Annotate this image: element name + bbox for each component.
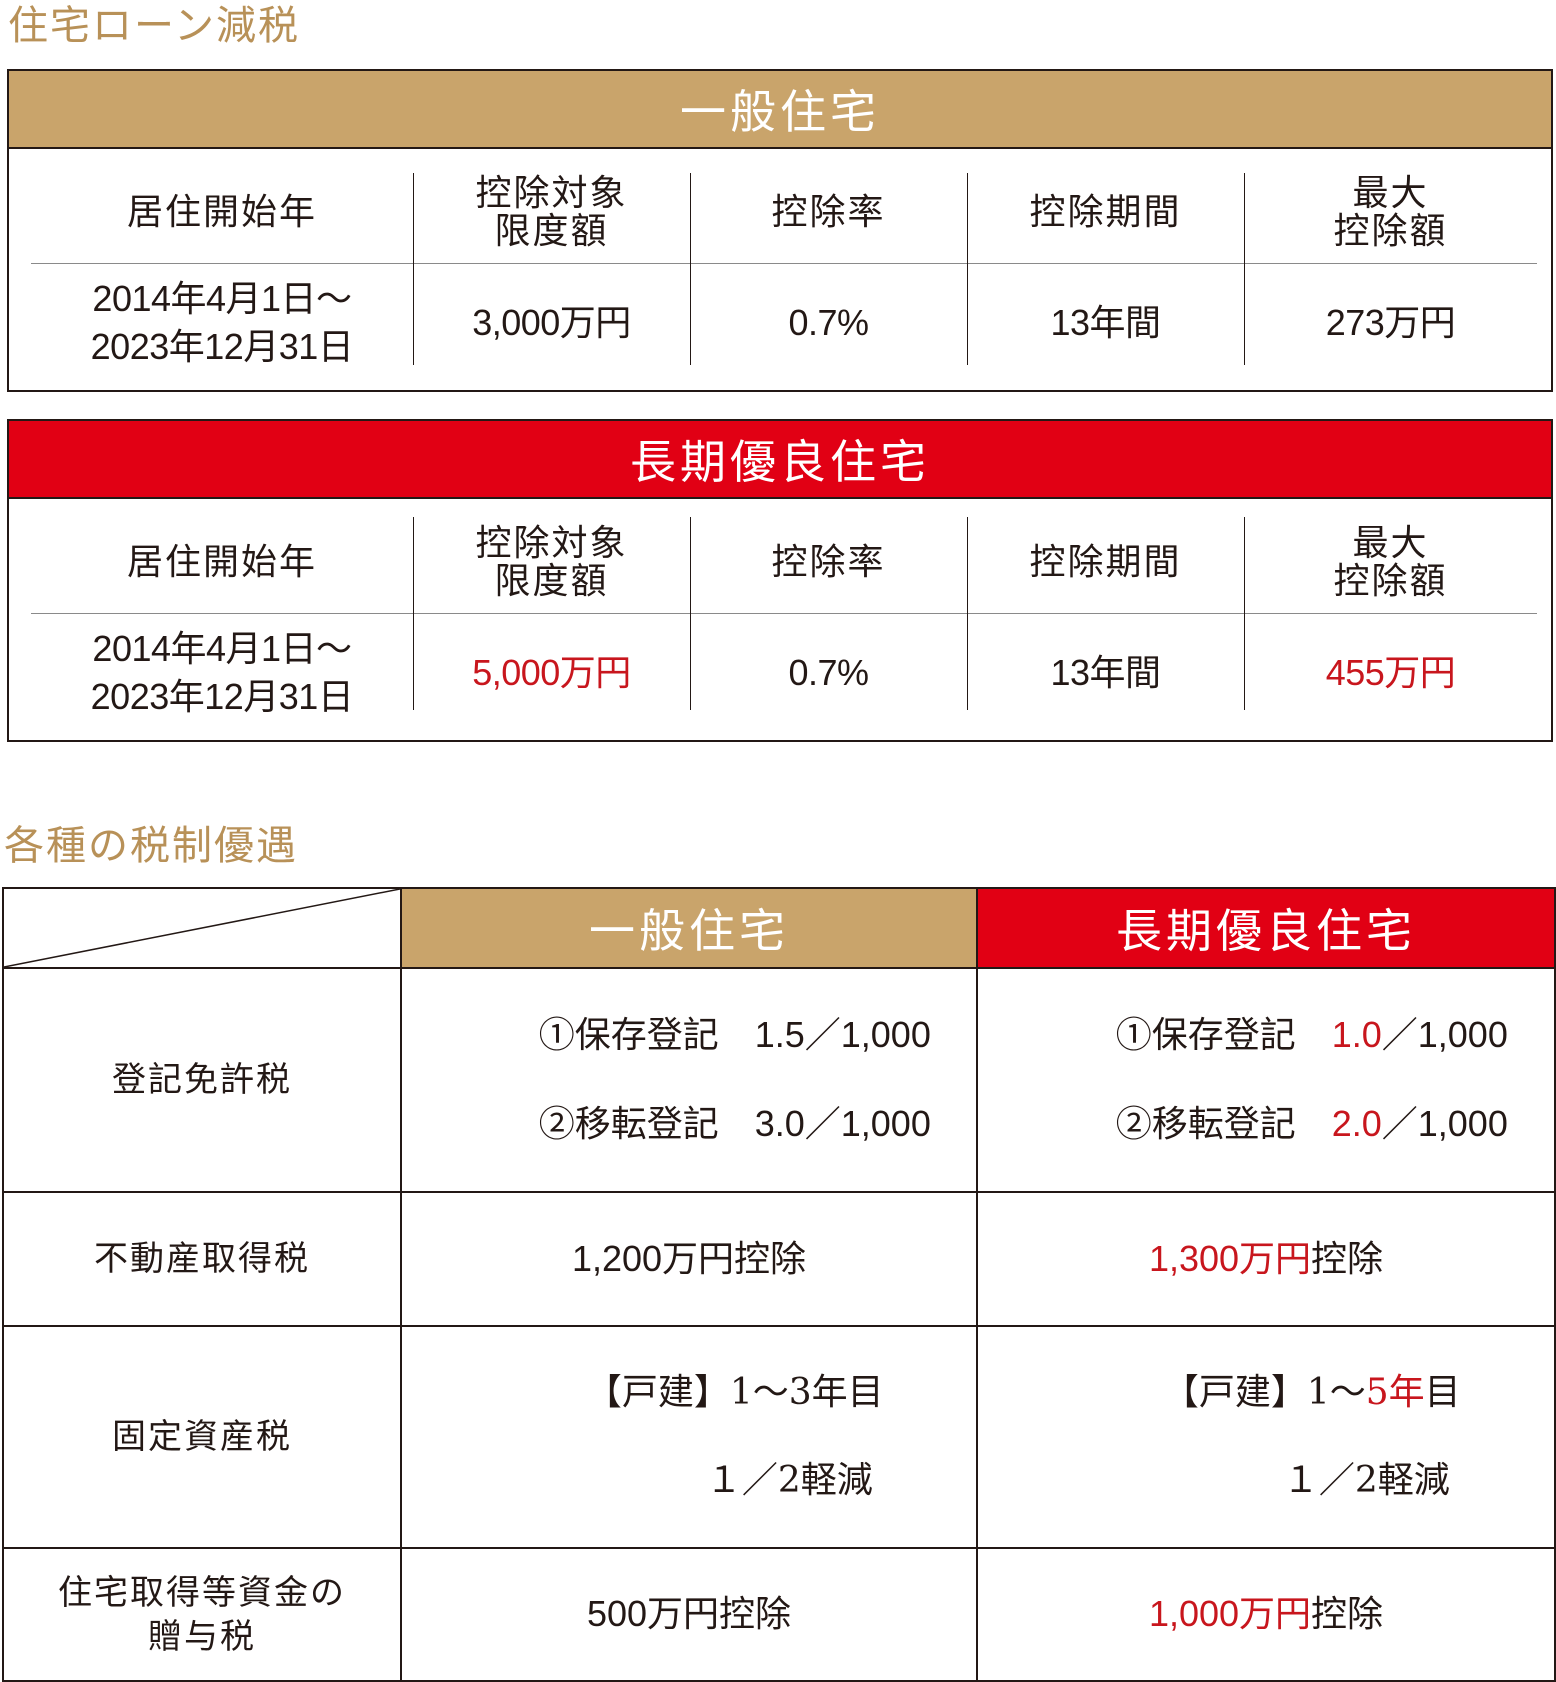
longterm-rate: 0.7% — [788, 652, 869, 693]
property-general: 【戸建】1～3年目 １／2軽減 — [400, 1325, 978, 1549]
gift-general: 500万円控除 — [400, 1547, 978, 1682]
general-max: 273万円 — [1325, 302, 1456, 343]
amount: 1,000万円 — [1148, 1593, 1312, 1634]
reg-rate: 2.0 — [1331, 1103, 1382, 1144]
header-max: 最大 控除額 — [1333, 523, 1448, 602]
suffix: 控除 — [1311, 1238, 1384, 1280]
column-header-longterm: 長期優良住宅 — [976, 887, 1556, 969]
header-start-year: 居住開始年 — [126, 192, 317, 233]
suffix: 控除 — [734, 1238, 807, 1280]
header-start-year: 居住開始年 — [126, 542, 317, 583]
longterm-band-title: 長期優良住宅 — [9, 421, 1551, 499]
general-duration: 13年間 — [1050, 302, 1161, 343]
longterm-max: 455万円 — [1325, 652, 1456, 693]
table-row: 不動産取得税 1,200万円控除 1,300万円控除 — [2, 1191, 1556, 1327]
table-row: 固定資産税 【戸建】1～3年目 １／2軽減 【戸建】1～5年目 １／2軽減 — [2, 1325, 1556, 1549]
reg-line-prefix: ①保存登記 — [1115, 1015, 1332, 1056]
column-header-general: 一般住宅 — [400, 887, 978, 969]
property-line2: １／2軽減 — [1282, 1460, 1450, 1501]
col-divider — [967, 517, 968, 710]
general-band-title: 一般住宅 — [9, 71, 1551, 149]
col-divider — [1244, 173, 1245, 365]
suffix: 控除 — [1311, 1594, 1384, 1635]
property-years: 3年 — [788, 1372, 848, 1413]
registration-longterm: ①保存登記 1.0／1,000 ②移転登記 2.0／1,000 — [976, 967, 1556, 1193]
table-header-row: 一般住宅 長期優良住宅 — [2, 887, 1556, 969]
property-line1-suffix: 目 — [1424, 1372, 1461, 1413]
reg-rate: 3.0 — [754, 1103, 805, 1144]
reg-suffix: ／1,000 — [804, 1103, 931, 1144]
property-years: 5年 — [1365, 1372, 1425, 1413]
reg-line-prefix: ①保存登記 — [538, 1015, 755, 1056]
amount: 1,200万円 — [571, 1237, 735, 1279]
property-line1-prefix: 【戸建】1～ — [1162, 1372, 1366, 1413]
header-rate: 控除率 — [771, 542, 886, 583]
suffix: 控除 — [719, 1594, 792, 1635]
property-longterm: 【戸建】1～5年目 １／2軽減 — [976, 1325, 1556, 1549]
acquisition-general: 1,200万円控除 — [400, 1191, 978, 1327]
col-divider — [690, 517, 691, 710]
header-duration: 控除期間 — [1029, 192, 1182, 233]
loan-table-longterm: 長期優良住宅 居住開始年 控除対象 限度額 控除率 控除期間 最大 控除額 20… — [7, 419, 1553, 742]
header-limit: 控除対象 限度額 — [475, 523, 628, 602]
longterm-limit: 5,000万円 — [472, 652, 631, 693]
diagonal-line — [4, 889, 400, 967]
row-divider — [31, 263, 1537, 264]
property-line1-prefix: 【戸建】1～ — [585, 1372, 789, 1413]
loan-table-general: 一般住宅 居住開始年 控除対象 限度額 控除率 控除期間 最大 控除額 2014… — [7, 69, 1553, 392]
reg-suffix: ／1,000 — [804, 1014, 931, 1055]
col-divider — [967, 173, 968, 365]
longterm-duration: 13年間 — [1050, 652, 1161, 693]
row-label-property: 固定資産税 — [2, 1325, 402, 1549]
table-row: 登記免許税 ①保存登記 1.5／1,000 ②移転登記 3.0／1,000 ①保… — [2, 967, 1556, 1193]
col-divider — [413, 517, 414, 710]
col-divider — [413, 173, 414, 365]
header-max: 最大 控除額 — [1333, 173, 1448, 252]
amount: 500万円 — [586, 1593, 720, 1634]
row-divider — [31, 613, 1537, 614]
header-limit: 控除対象 限度額 — [475, 173, 628, 252]
general-limit: 3,000万円 — [472, 302, 631, 343]
reg-rate: 1.5 — [754, 1014, 805, 1055]
property-line2: １／2軽減 — [705, 1460, 873, 1501]
general-rate: 0.7% — [788, 302, 869, 343]
row-label-registration: 登記免許税 — [2, 967, 402, 1193]
col-divider — [690, 173, 691, 365]
loan-grid-longterm: 居住開始年 控除対象 限度額 控除率 控除期間 最大 控除額 2014年4月1日… — [31, 499, 1537, 740]
reg-suffix: ／1,000 — [1381, 1103, 1508, 1144]
gift-longterm: 1,000万円控除 — [976, 1547, 1556, 1682]
section-title-loan: 住宅ローン減税 — [8, 3, 300, 49]
row-label-acquisition: 不動産取得税 — [2, 1191, 402, 1327]
longterm-period: 2014年4月1日～ 2023年12月31日 — [90, 628, 354, 717]
property-line1-suffix: 目 — [847, 1372, 884, 1413]
reg-rate: 1.0 — [1331, 1014, 1382, 1055]
general-period: 2014年4月1日～ 2023年12月31日 — [90, 278, 354, 367]
table-row: 住宅取得等資金の 贈与税 500万円控除 1,000万円控除 — [2, 1547, 1556, 1682]
amount: 1,300万円 — [1148, 1237, 1312, 1279]
tax-comparison-table: 一般住宅 長期優良住宅 登記免許税 ①保存登記 1.5／1,000 ②移転登記 … — [2, 887, 1556, 1682]
registration-general: ①保存登記 1.5／1,000 ②移転登記 3.0／1,000 — [400, 967, 978, 1193]
corner-cell — [2, 887, 402, 969]
reg-suffix: ／1,000 — [1381, 1014, 1508, 1055]
header-duration: 控除期間 — [1029, 542, 1182, 583]
section-title-tax: 各種の税制優遇 — [4, 823, 298, 869]
acquisition-longterm: 1,300万円控除 — [976, 1191, 1556, 1327]
row-label-gift: 住宅取得等資金の 贈与税 — [2, 1547, 402, 1682]
header-rate: 控除率 — [771, 192, 886, 233]
col-divider — [1244, 517, 1245, 710]
loan-grid-general: 居住開始年 控除対象 限度額 控除率 控除期間 最大 控除額 2014年4月1日… — [31, 149, 1537, 390]
reg-line-prefix: ②移転登記 — [538, 1104, 755, 1145]
reg-line-prefix: ②移転登記 — [1115, 1104, 1332, 1145]
